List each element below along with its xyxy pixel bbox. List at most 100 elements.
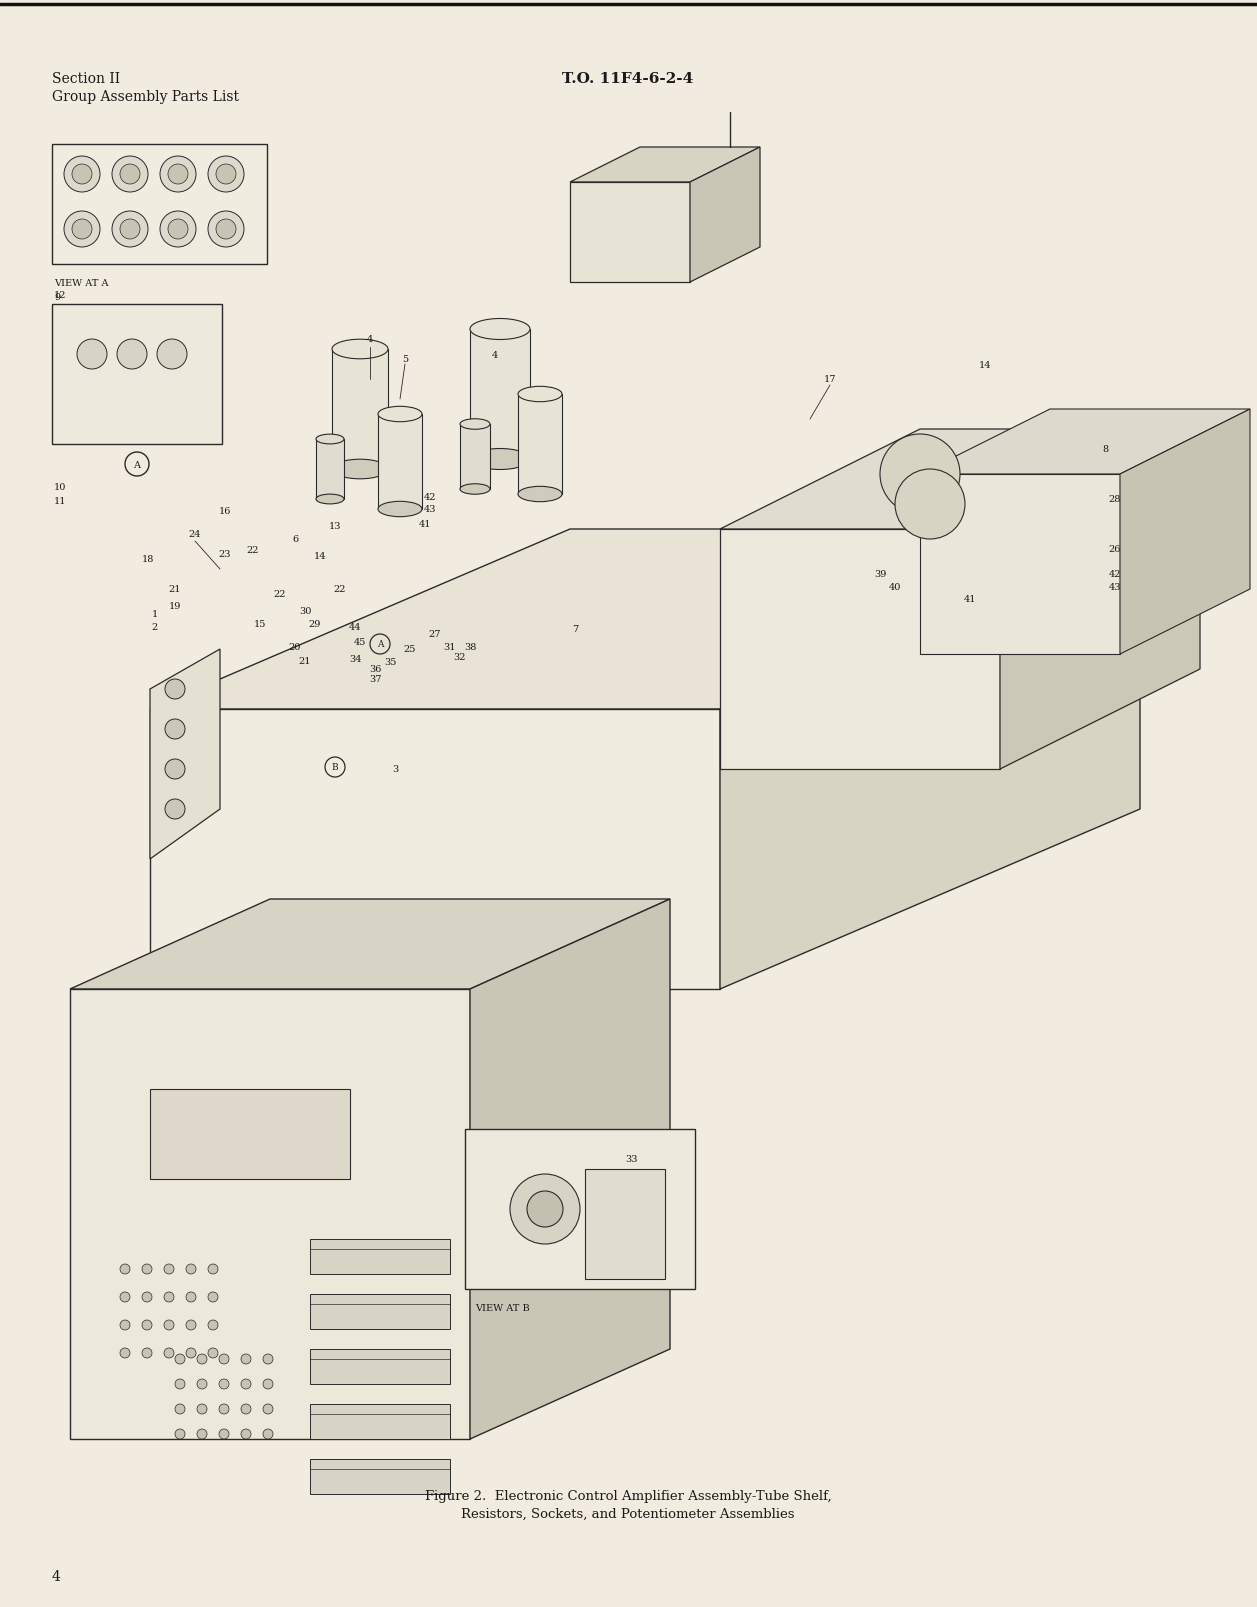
Circle shape [160,212,196,247]
Text: 36: 36 [368,665,381,673]
Bar [150,1090,349,1180]
Text: 15: 15 [254,620,266,628]
Text: 16: 16 [219,508,231,516]
Circle shape [165,720,185,739]
Circle shape [186,1292,196,1302]
Text: VIEW AT B: VIEW AT B [475,1303,529,1313]
Circle shape [186,1348,196,1358]
Polygon shape [720,530,1001,770]
Text: 33: 33 [625,1154,637,1163]
Circle shape [207,157,244,193]
Ellipse shape [518,487,562,503]
Circle shape [186,1265,196,1274]
Circle shape [207,1321,217,1331]
Circle shape [72,220,92,239]
Circle shape [112,212,148,247]
Circle shape [207,1348,217,1358]
Circle shape [197,1379,207,1388]
Polygon shape [1001,429,1200,770]
Text: A: A [133,460,141,469]
Text: 7: 7 [572,625,578,635]
Text: 30: 30 [299,607,312,615]
Text: 22: 22 [274,590,287,599]
Ellipse shape [332,341,388,360]
Polygon shape [720,429,1200,530]
Polygon shape [1120,410,1249,654]
Circle shape [175,1355,185,1364]
Circle shape [119,1321,129,1331]
Circle shape [157,339,187,370]
Polygon shape [70,900,670,990]
Circle shape [163,1321,173,1331]
Circle shape [163,1292,173,1302]
Text: 4: 4 [52,1568,60,1583]
Circle shape [168,220,189,239]
Polygon shape [378,415,422,509]
Circle shape [895,469,965,540]
Text: 2: 2 [152,624,158,632]
Polygon shape [310,1405,450,1440]
Circle shape [142,1348,152,1358]
Text: 37: 37 [368,675,381,685]
Circle shape [64,157,101,193]
Polygon shape [332,350,388,469]
Circle shape [64,212,101,247]
Circle shape [241,1429,251,1440]
Polygon shape [310,1350,450,1384]
Polygon shape [518,395,562,495]
Circle shape [165,680,185,699]
Circle shape [72,166,92,185]
Circle shape [216,166,236,185]
Text: 21: 21 [168,585,181,595]
Ellipse shape [460,419,490,431]
Circle shape [112,157,148,193]
Circle shape [175,1379,185,1388]
Circle shape [510,1175,579,1244]
Text: 19: 19 [168,603,181,611]
Text: 43: 43 [424,505,436,514]
Text: 31: 31 [444,643,456,652]
Circle shape [216,220,236,239]
Circle shape [263,1405,273,1414]
Ellipse shape [332,460,388,479]
Circle shape [186,1321,196,1331]
Circle shape [119,1265,129,1274]
Circle shape [263,1355,273,1364]
Polygon shape [920,474,1120,654]
Text: 21: 21 [299,657,312,665]
Polygon shape [920,410,1249,474]
Circle shape [197,1429,207,1440]
Text: B: B [332,763,338,771]
Text: 10: 10 [54,482,67,492]
Text: Resistors, Sockets, and Potentiometer Assemblies: Resistors, Sockets, and Potentiometer As… [461,1507,794,1520]
Circle shape [142,1265,152,1274]
Text: 5: 5 [402,355,409,365]
Text: 43: 43 [1109,583,1121,591]
Text: 27: 27 [429,630,441,640]
Circle shape [77,339,107,370]
Circle shape [197,1355,207,1364]
Text: 14: 14 [979,360,992,370]
Text: 4: 4 [491,350,498,360]
Text: 23: 23 [219,550,231,559]
Text: 32: 32 [454,652,466,662]
Circle shape [241,1355,251,1364]
Polygon shape [150,649,220,860]
Ellipse shape [378,407,422,423]
Text: 44: 44 [348,624,361,632]
Text: 41: 41 [964,595,977,604]
Polygon shape [720,530,1140,990]
Text: 12: 12 [54,291,67,301]
Text: 28: 28 [1109,495,1121,505]
Text: Group Assembly Parts List: Group Assembly Parts List [52,90,239,104]
Polygon shape [310,1294,450,1329]
Text: 41: 41 [419,521,431,529]
Polygon shape [310,1239,450,1274]
Polygon shape [470,329,530,460]
Polygon shape [150,710,720,990]
Polygon shape [150,530,1140,710]
Text: 1: 1 [152,611,158,619]
Circle shape [263,1379,273,1388]
Text: 8: 8 [1102,445,1109,455]
Text: 4: 4 [367,336,373,344]
